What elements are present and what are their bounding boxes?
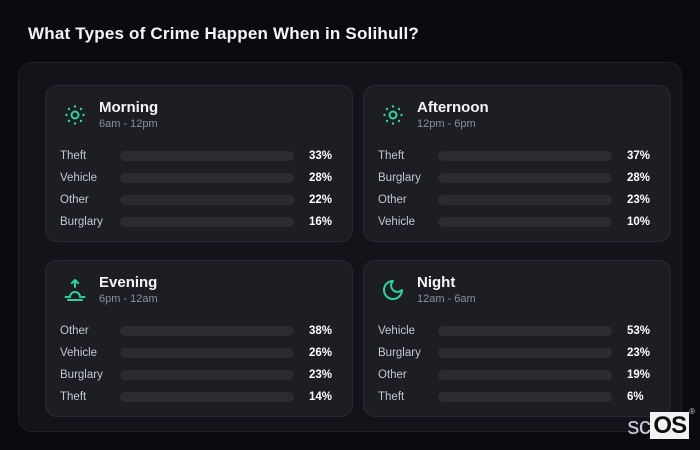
- card-evening-rows: Other 38% Vehicle 26% Burglary 23% Theft…: [60, 320, 336, 408]
- card-afternoon-heading: Afternoon 12pm - 6pm: [417, 99, 489, 130]
- card-period-title: Night: [417, 274, 456, 291]
- bar-track: [438, 348, 612, 359]
- bar-label: Burglary: [378, 347, 421, 360]
- bar-track: [120, 348, 294, 359]
- bar-percent: 23%: [627, 347, 651, 360]
- crime-dashboard-panel: Morning 6am - 12pm Theft 33% Vehicle 28%…: [18, 62, 682, 432]
- bar-row: Vehicle 26%: [60, 342, 336, 364]
- bar-track: [438, 173, 612, 184]
- bar-label: Burglary: [60, 369, 103, 382]
- bar-label: Vehicle: [60, 172, 98, 185]
- scos-logo-suffix: OS: [650, 412, 690, 439]
- card-evening-heading: Evening 6pm - 12am: [99, 274, 158, 305]
- bar-label: Other: [60, 194, 89, 207]
- bar-percent: 6%: [627, 391, 644, 404]
- sun-icon: [62, 102, 88, 128]
- bar-row: Burglary 23%: [60, 364, 336, 386]
- bar-row: Theft 37%: [378, 145, 654, 167]
- bar-percent: 33%: [309, 150, 333, 163]
- bar-track: [438, 217, 612, 228]
- bar-label: Burglary: [378, 172, 421, 185]
- moon-icon: [380, 277, 406, 303]
- bar-row: Vehicle 10%: [378, 211, 654, 233]
- card-morning-header: Morning 6am - 12pm: [60, 99, 336, 130]
- bar-percent: 22%: [309, 194, 333, 207]
- card-afternoon: Afternoon 12pm - 6pm Theft 37% Burglary …: [363, 85, 671, 242]
- card-night: Night 12am - 6am Vehicle 53% Burglary 23…: [363, 260, 671, 417]
- bar-label: Theft: [60, 391, 87, 404]
- bar-percent: 14%: [309, 391, 333, 404]
- bar-percent: 23%: [627, 194, 651, 207]
- bar-row: Burglary 23%: [378, 342, 654, 364]
- bar-track: [120, 195, 294, 206]
- bar-row: Theft 14%: [60, 386, 336, 408]
- bar-row: Other 22%: [60, 189, 336, 211]
- bar-row: Vehicle 53%: [378, 320, 654, 342]
- bar-track: [438, 195, 612, 206]
- page-title: What Types of Crime Happen When in Solih…: [28, 24, 419, 43]
- bar-percent: 23%: [309, 369, 333, 382]
- card-period-title: Afternoon: [417, 99, 489, 116]
- bar-percent: 37%: [627, 150, 651, 163]
- bar-row: Other 38%: [60, 320, 336, 342]
- bar-row: Other 19%: [378, 364, 654, 386]
- card-time-range: 6pm - 12am: [99, 293, 158, 306]
- bar-label: Other: [378, 369, 407, 382]
- card-period-title: Evening: [99, 274, 158, 291]
- bar-percent: 28%: [627, 172, 651, 185]
- bar-percent: 19%: [627, 369, 651, 382]
- bar-percent: 26%: [309, 347, 333, 360]
- bar-percent: 16%: [309, 216, 333, 229]
- bar-track: [120, 392, 294, 403]
- registered-trademark-icon: ®: [689, 407, 695, 416]
- bar-label: Theft: [60, 150, 87, 163]
- card-time-range: 6am - 12pm: [99, 118, 158, 131]
- bar-track: [120, 151, 294, 162]
- bar-label: Theft: [378, 391, 405, 404]
- bar-track: [120, 326, 294, 337]
- bar-track: [120, 370, 294, 381]
- bar-track: [120, 173, 294, 184]
- bar-row: Theft 6%: [378, 386, 654, 408]
- sun-icon: [380, 102, 406, 128]
- card-evening-header: Evening 6pm - 12am: [60, 274, 336, 305]
- bar-row: Burglary 28%: [378, 167, 654, 189]
- card-afternoon-header: Afternoon 12pm - 6pm: [378, 99, 654, 130]
- scos-logo: sc OS ®: [627, 408, 695, 440]
- bar-track: [438, 326, 612, 337]
- card-morning-heading: Morning 6am - 12pm: [99, 99, 158, 130]
- card-evening: Evening 6pm - 12am Other 38% Vehicle 26%…: [45, 260, 353, 417]
- bar-track: [438, 151, 612, 162]
- bar-percent: 53%: [627, 325, 651, 338]
- bar-label: Other: [60, 325, 89, 338]
- card-time-range: 12am - 6am: [417, 293, 476, 306]
- bar-row: Theft 33%: [60, 145, 336, 167]
- bar-label: Burglary: [60, 216, 103, 229]
- card-period-title: Morning: [99, 99, 159, 116]
- card-afternoon-rows: Theft 37% Burglary 28% Other 23% Vehicle…: [378, 145, 654, 233]
- card-night-rows: Vehicle 53% Burglary 23% Other 19% Theft…: [378, 320, 654, 408]
- card-night-heading: Night 12am - 6am: [417, 274, 476, 305]
- card-night-header: Night 12am - 6am: [378, 274, 654, 305]
- card-morning-rows: Theft 33% Vehicle 28% Other 22% Burglary…: [60, 145, 336, 233]
- bar-percent: 10%: [627, 216, 651, 229]
- bar-label: Vehicle: [378, 325, 416, 338]
- sunrise-icon: [62, 277, 88, 303]
- bar-percent: 28%: [309, 172, 333, 185]
- scos-logo-prefix: sc: [627, 413, 651, 440]
- card-morning: Morning 6am - 12pm Theft 33% Vehicle 28%…: [45, 85, 353, 242]
- bar-label: Vehicle: [378, 216, 416, 229]
- bar-label: Other: [378, 194, 407, 207]
- bar-percent: 38%: [309, 325, 333, 338]
- bar-label: Vehicle: [60, 347, 98, 360]
- card-time-range: 12pm - 6pm: [417, 118, 476, 131]
- bar-track: [438, 392, 612, 403]
- bar-row: Burglary 16%: [60, 211, 336, 233]
- bar-track: [120, 217, 294, 228]
- bar-row: Other 23%: [378, 189, 654, 211]
- bar-label: Theft: [378, 150, 405, 163]
- bar-track: [438, 370, 612, 381]
- bar-row: Vehicle 28%: [60, 167, 336, 189]
